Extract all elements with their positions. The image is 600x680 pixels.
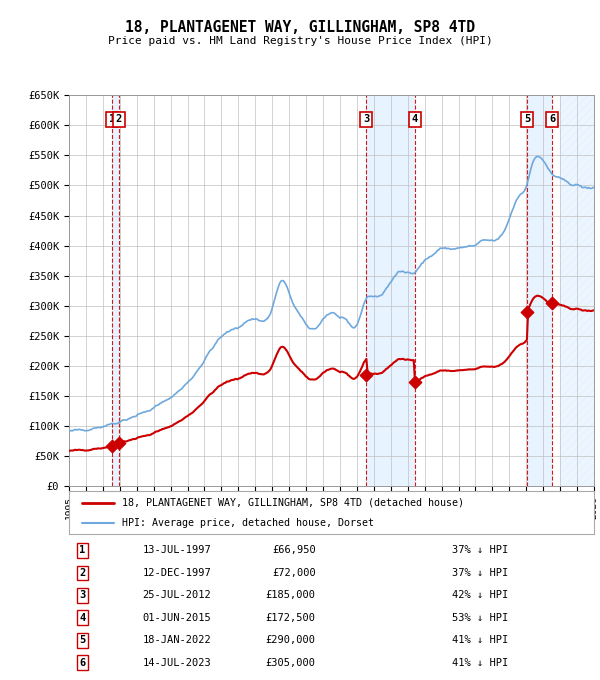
Point [362, 369, 371, 380]
Text: 2: 2 [116, 114, 122, 124]
Bar [112, 95, 119, 486]
Text: 4: 4 [412, 114, 418, 124]
Text: 42% ↓ HPI: 42% ↓ HPI [452, 590, 509, 600]
Bar [560, 95, 594, 486]
Text: 1: 1 [109, 114, 115, 124]
Text: £305,000: £305,000 [266, 658, 316, 668]
Text: 18, PLANTAGENET WAY, GILLINGHAM, SP8 4TD (detached house): 18, PLANTAGENET WAY, GILLINGHAM, SP8 4TD… [121, 498, 464, 508]
Text: 14-JUL-2023: 14-JUL-2023 [143, 658, 211, 668]
Text: £72,000: £72,000 [272, 568, 316, 578]
Text: 18, PLANTAGENET WAY, GILLINGHAM, SP8 4TD: 18, PLANTAGENET WAY, GILLINGHAM, SP8 4TD [125, 20, 475, 35]
Text: 6: 6 [549, 114, 556, 124]
Text: 41% ↓ HPI: 41% ↓ HPI [452, 635, 509, 645]
Text: 12-DEC-1997: 12-DEC-1997 [143, 568, 211, 578]
Point [114, 437, 124, 448]
Point [410, 377, 419, 388]
Text: 01-JUN-2015: 01-JUN-2015 [143, 613, 211, 623]
Text: HPI: Average price, detached house, Dorset: HPI: Average price, detached house, Dors… [121, 518, 373, 528]
Text: 1: 1 [79, 545, 85, 556]
Text: 2: 2 [79, 568, 85, 578]
Text: 13-JUL-1997: 13-JUL-1997 [143, 545, 211, 556]
Text: 37% ↓ HPI: 37% ↓ HPI [452, 568, 509, 578]
Text: 25-JUL-2012: 25-JUL-2012 [143, 590, 211, 600]
Text: £172,500: £172,500 [266, 613, 316, 623]
Bar [367, 95, 415, 486]
Text: £66,950: £66,950 [272, 545, 316, 556]
Text: £185,000: £185,000 [266, 590, 316, 600]
Point [523, 306, 532, 317]
Text: 4: 4 [79, 613, 85, 623]
Text: 3: 3 [79, 590, 85, 600]
Text: 18-JAN-2022: 18-JAN-2022 [143, 635, 211, 645]
Text: £290,000: £290,000 [266, 635, 316, 645]
Text: 37% ↓ HPI: 37% ↓ HPI [452, 545, 509, 556]
Text: 53% ↓ HPI: 53% ↓ HPI [452, 613, 509, 623]
Text: 5: 5 [524, 114, 530, 124]
Text: 41% ↓ HPI: 41% ↓ HPI [452, 658, 509, 668]
Point [107, 441, 116, 452]
Text: 5: 5 [79, 635, 85, 645]
Point [548, 297, 557, 308]
Bar [527, 95, 553, 486]
Text: 6: 6 [79, 658, 85, 668]
Text: 3: 3 [363, 114, 370, 124]
Text: Price paid vs. HM Land Registry's House Price Index (HPI): Price paid vs. HM Land Registry's House … [107, 36, 493, 46]
